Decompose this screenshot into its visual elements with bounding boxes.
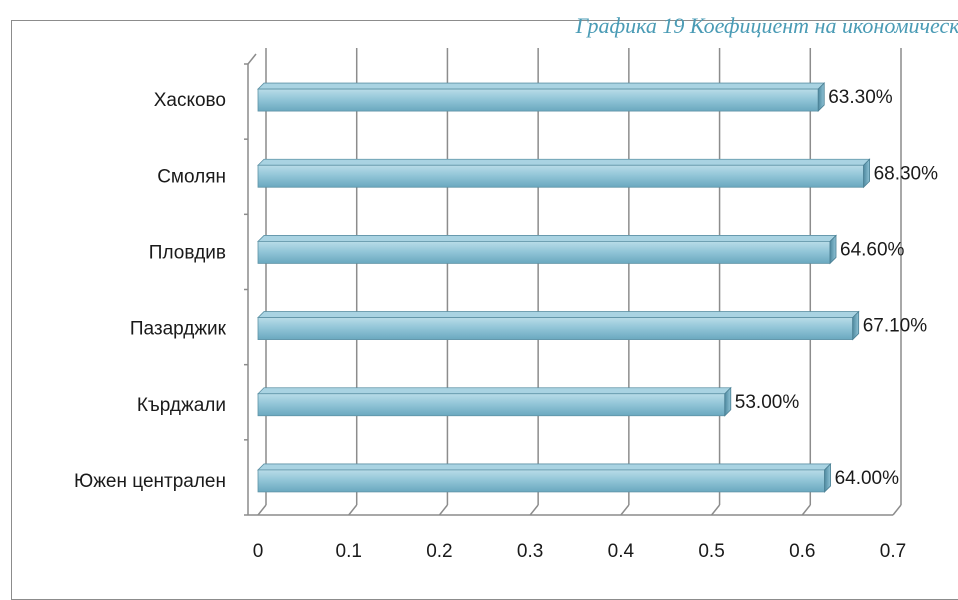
x-tick-label: 0.2 <box>426 541 452 562</box>
bar-end-cap <box>852 310 860 341</box>
bar-end-cap <box>824 462 831 493</box>
chart-stage: Графика 19 Коефициент на икономическа Ха… <box>11 13 958 600</box>
bar <box>257 469 825 493</box>
bar <box>257 241 831 264</box>
y-axis-top-depth <box>247 53 257 65</box>
floor-depth-line <box>438 504 449 516</box>
x-tick-label: 0.1 <box>336 541 362 562</box>
x-tick-label: 0.4 <box>608 541 635 562</box>
bar-top <box>257 235 837 242</box>
bar-top <box>257 158 871 166</box>
data-label: 68.30% <box>874 163 939 184</box>
x-tick-label: 0.5 <box>698 541 724 562</box>
floor-depth-line <box>257 504 267 516</box>
bar-chart: Хасково 63.30% Смолян 68.30% Пловдив 64.60% Па… <box>74 48 939 562</box>
bar <box>257 317 854 340</box>
bar <box>257 164 864 188</box>
floor-depth-line <box>529 504 539 516</box>
x-tick-label: 0.6 <box>789 541 815 562</box>
bar-end-cap <box>863 158 870 189</box>
bar-end-cap <box>829 234 837 265</box>
bar-top <box>257 463 832 471</box>
floor-depth-line <box>710 504 721 516</box>
x-tick-label: 0 <box>253 541 264 562</box>
bar-top <box>257 82 826 90</box>
data-label: 67.10% <box>863 316 928 337</box>
data-label: 64.60% <box>840 239 905 260</box>
data-label: 63.30% <box>828 87 893 108</box>
data-label: 64.00% <box>835 468 900 489</box>
chart-title: Графика 19 Коефициент на икономическа <box>575 13 958 38</box>
x-tick-label: 0.3 <box>517 541 543 562</box>
bar-top <box>257 387 732 395</box>
floor-depth-line <box>620 504 630 516</box>
bar-end-cap <box>724 386 732 417</box>
data-label: 53.00% <box>735 392 800 413</box>
category-label: Смолян <box>157 166 226 187</box>
bar-end-cap <box>817 82 825 113</box>
bar <box>257 88 819 112</box>
x-tick-label: 0.7 <box>880 541 906 562</box>
floor-depth-line <box>801 504 811 516</box>
bar <box>257 393 726 417</box>
floor-depth-line <box>892 504 902 516</box>
floor-depth-line <box>348 504 358 516</box>
category-label: Хасково <box>154 90 226 111</box>
category-label: Южен централен <box>74 471 226 492</box>
category-label: Пловдив <box>149 242 226 263</box>
bar-top <box>257 311 860 318</box>
category-label: Кърджали <box>137 395 226 416</box>
category-label: Пазарджик <box>130 319 227 340</box>
